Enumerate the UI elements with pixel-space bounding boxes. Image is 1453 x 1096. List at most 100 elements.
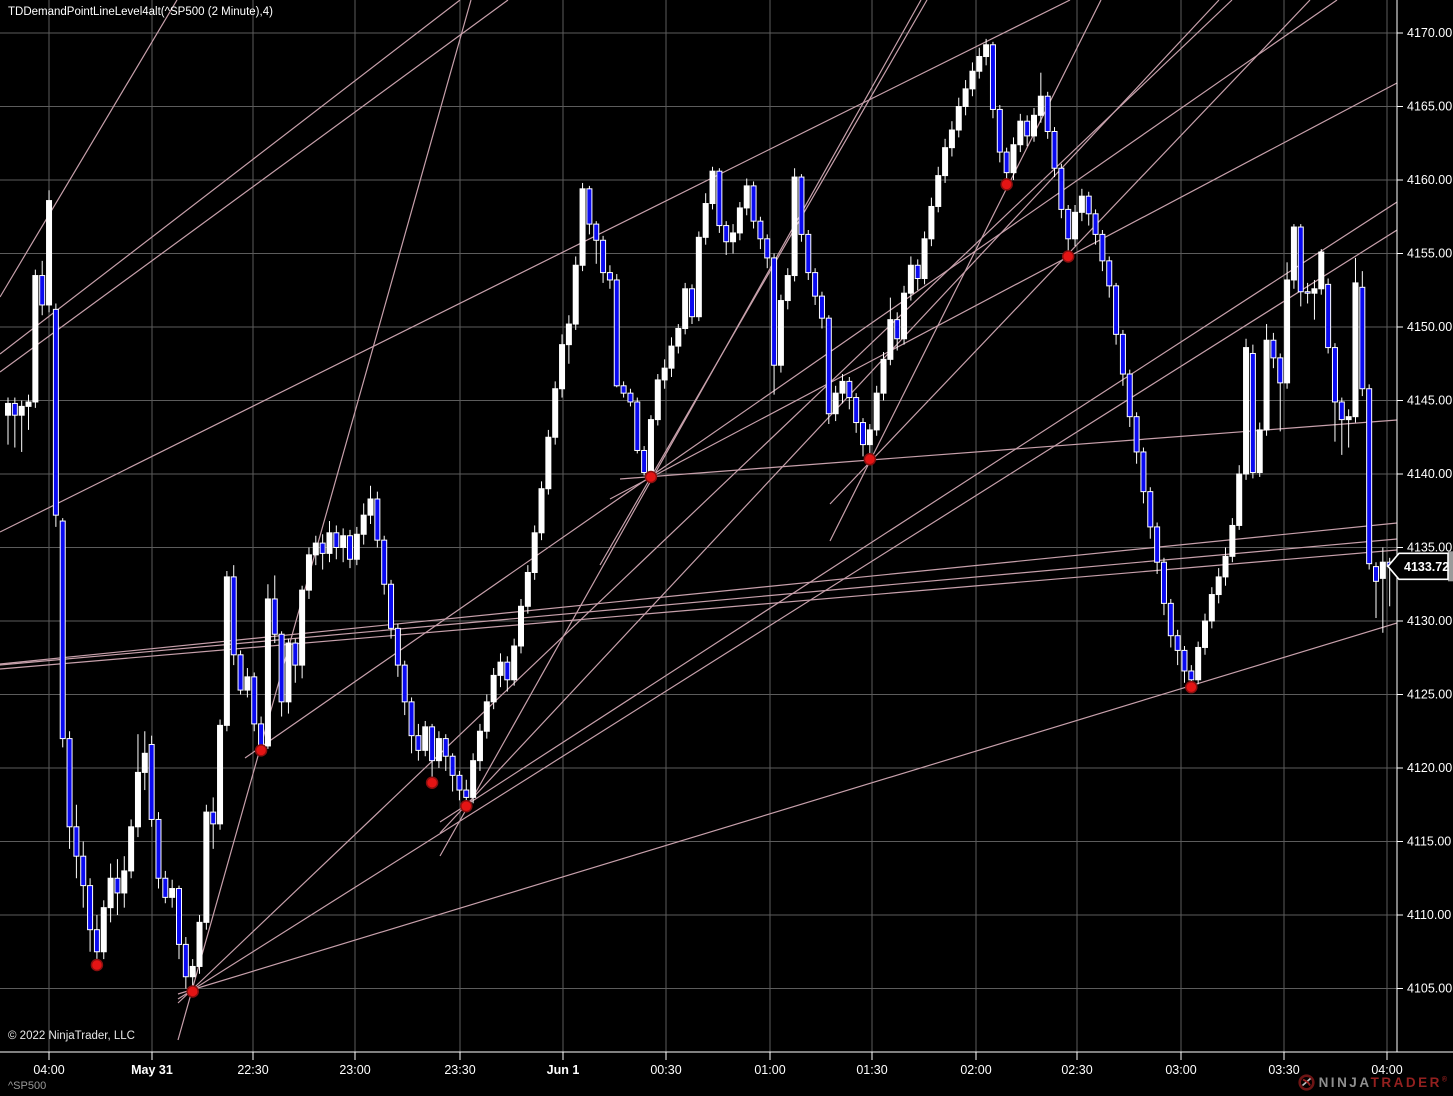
demand-point-dot[interactable] [1185, 680, 1198, 694]
candle-body [73, 826, 80, 857]
time-tick-label: 03:30 [1268, 1063, 1299, 1077]
candle-body [59, 520, 66, 740]
candle-body [1106, 260, 1113, 287]
candle-body [121, 870, 128, 894]
copyright-label: © 2022 NinjaTrader, LLC [8, 1030, 135, 1042]
candle-body [429, 726, 436, 762]
candle-body [1065, 208, 1072, 240]
candle-body [641, 449, 648, 474]
candle-body [230, 576, 237, 656]
demand-trend-line[interactable] [244, 0, 1338, 759]
candle-body [866, 429, 873, 446]
price-tick-label: 4120.00 [1407, 761, 1452, 775]
demand-trend-line[interactable] [599, 0, 928, 566]
demand-trend-line[interactable] [177, 0, 472, 1041]
demand-point-dot[interactable] [644, 470, 658, 484]
candle-body [709, 170, 716, 205]
candle-body [340, 535, 347, 548]
candle-body [600, 239, 607, 274]
candle-body [1072, 211, 1079, 240]
candle-body [1051, 130, 1058, 169]
demand-trend-line[interactable] [609, 82, 1397, 500]
candle-body [353, 533, 360, 560]
candle-body [299, 589, 306, 666]
candle-body [1154, 526, 1161, 563]
demand-trend-line[interactable] [439, 0, 922, 857]
candle-body [1318, 251, 1325, 290]
candle-body [689, 288, 695, 318]
demand-trend-line[interactable] [0, 0, 178, 298]
candle-body [292, 642, 299, 666]
demand-trend-line[interactable] [439, 0, 1220, 834]
demand-point-dot[interactable] [1061, 250, 1075, 263]
candle-body [483, 701, 490, 732]
demand-point-dot[interactable] [186, 985, 199, 998]
candle-body [278, 633, 285, 703]
candle-body [620, 385, 627, 394]
candle-body [1099, 233, 1106, 262]
candle-body [1270, 339, 1277, 359]
ninjatrader-logo-icon [1297, 1074, 1315, 1091]
candle-body [360, 514, 367, 535]
candle-body [87, 885, 94, 931]
candle-body [1113, 285, 1120, 335]
candle-body [921, 238, 928, 279]
candle-body [894, 319, 901, 340]
last-price-tag: 4133.72 [1386, 551, 1453, 582]
candle-body [579, 188, 586, 266]
candle-body [593, 223, 600, 241]
demand-trend-line[interactable] [439, 201, 1397, 823]
candle-body [1085, 195, 1092, 215]
candle-body [777, 300, 784, 366]
candle-body [1331, 347, 1338, 403]
price-tick-label: 4150.00 [1407, 320, 1452, 334]
candle-body [1119, 333, 1126, 375]
candle-body [983, 44, 990, 58]
candle-body [1140, 451, 1147, 493]
candle-body [1058, 167, 1065, 210]
price-tick-label: 4125.00 [1407, 688, 1452, 702]
candle-body [764, 238, 771, 259]
demand-point-dot[interactable] [460, 799, 473, 813]
price-tick-label: 4140.00 [1407, 467, 1452, 481]
candle-body [1352, 282, 1359, 418]
candle-body [716, 170, 723, 227]
candle-body [490, 674, 497, 703]
demand-point-dot[interactable] [425, 776, 439, 789]
candle-body [942, 147, 949, 177]
candle-body [367, 498, 374, 516]
demand-trend-line[interactable] [0, 0, 461, 355]
demand-trend-line[interactable] [0, 0, 1071, 533]
demand-point-dot[interactable] [90, 958, 104, 972]
candle-body [1222, 555, 1229, 578]
candle-body [182, 943, 189, 978]
price-tick-label: 4155.00 [1407, 247, 1452, 261]
demand-point-dot[interactable] [863, 453, 877, 466]
candle-body [675, 327, 682, 347]
price-tick-label: 4130.00 [1407, 614, 1452, 628]
candle-body [969, 70, 976, 90]
time-tick-label: 02:00 [960, 1063, 991, 1077]
last-price-value: 4133.72 [1404, 560, 1449, 574]
candle-body [128, 826, 135, 872]
demand-trend-line[interactable] [0, 0, 509, 373]
demand-trend-line[interactable] [177, 229, 1397, 1000]
candle-body [463, 789, 470, 798]
candle-body [853, 397, 860, 424]
candle-body [518, 605, 524, 647]
candle-body [476, 730, 483, 762]
candle-body [743, 185, 750, 209]
demand-trend-line[interactable] [829, 0, 1102, 542]
candles-layer [5, 38, 1393, 992]
demand-point-dot[interactable] [1000, 178, 1013, 191]
candle-body [1359, 286, 1366, 390]
candle-body [1304, 291, 1311, 294]
candle-body [1249, 352, 1256, 474]
demand-point-dot[interactable] [254, 744, 268, 757]
candle-body [1229, 524, 1236, 557]
candle-body [1167, 602, 1174, 637]
candle-body [1024, 120, 1031, 137]
candle-body [442, 738, 449, 757]
